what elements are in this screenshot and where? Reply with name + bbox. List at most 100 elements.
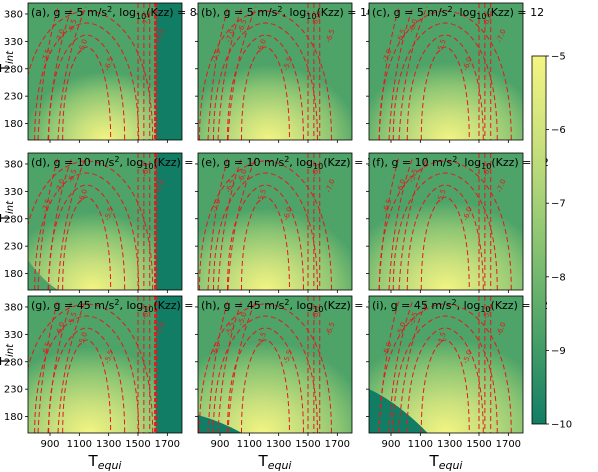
y-tick-label: 330 — [4, 187, 23, 198]
panel-frame — [27, 295, 183, 434]
contour-line — [388, 299, 414, 433]
panel-e: -7.0-6.5-6.0-5.5-6.0-6.5-7.0(e), g = 10 … — [195, 152, 381, 293]
panel-title: (a), g = 5 m/s2, log10(Kzz) = 8 — [31, 5, 197, 21]
colorbar-tick-label: −6 — [551, 125, 566, 136]
x-tick-label: 1500 — [125, 439, 150, 450]
heat-field — [198, 296, 352, 433]
panel-frame — [197, 2, 353, 141]
contour-line — [207, 156, 229, 290]
contour-line — [34, 22, 140, 140]
panel-frame — [27, 2, 183, 141]
y-tick-label: 380 — [4, 9, 23, 20]
y-tick-label: 330 — [4, 37, 23, 48]
x-tick-label: 1300 — [266, 439, 291, 450]
contour-line — [240, 196, 290, 290]
contour-line — [212, 172, 318, 290]
panel-title: (b), g = 5 m/s2, log10(Kzz) = 10 — [201, 5, 374, 21]
y-tick-label: 180 — [4, 412, 23, 423]
x-tick-label: 900 — [40, 439, 59, 450]
contour-line — [48, 34, 126, 140]
contour-line — [392, 172, 498, 290]
x-tick-label: 1500 — [295, 439, 320, 450]
x-axis-label: Tequi — [258, 452, 292, 472]
x-tick-label: 1300 — [437, 439, 462, 450]
contour-line — [388, 6, 414, 140]
contour-line — [378, 6, 400, 140]
contour-line — [37, 299, 59, 433]
x-tick-label: 1100 — [237, 439, 262, 450]
contour-line — [420, 339, 470, 433]
colorbar-gradient — [531, 55, 547, 425]
contour-line — [34, 315, 140, 433]
x-tick-label: 1700 — [496, 439, 521, 450]
contour-line — [217, 156, 243, 290]
depleted-region — [28, 260, 58, 290]
contour-line — [212, 315, 318, 433]
panel-title: (f), g = 10 m/s2, log10(Kzz) = 12 — [372, 155, 549, 171]
contour-line — [227, 299, 257, 433]
contour-line — [57, 299, 87, 433]
depleted-region — [155, 3, 182, 140]
contour-line — [217, 6, 243, 140]
panel-frame — [197, 152, 353, 291]
y-tick-label: 230 — [4, 385, 23, 396]
contour-line — [378, 299, 400, 433]
contour-line — [62, 196, 112, 290]
panel-title: (c), g = 5 m/s2, log10(Kzz) = 12 — [372, 5, 544, 21]
contour-line — [226, 34, 304, 140]
panel-frame — [368, 2, 524, 141]
contour-line — [398, 156, 428, 290]
panel-g: -6.5-6.0-5.5-5.0-5.5-6.0-7.0(g), g = 45 … — [4, 295, 204, 450]
colorbar-tick-label: −7 — [551, 199, 566, 210]
panel-d: -7.5-7.0-6.5-6.0-5.5-6.5-7.5(d), g = 10 … — [4, 152, 204, 293]
depleted-region — [369, 389, 428, 433]
heat-field — [369, 3, 523, 140]
panel-b: -7.5-7.0-6.5-6.0-5.5-6.0-6.5(b), g = 5 m… — [195, 2, 374, 143]
contour-line — [240, 46, 290, 140]
y-tick-label: 230 — [4, 92, 23, 103]
contour-line — [392, 315, 498, 433]
contour-line — [47, 299, 73, 433]
y-tick-label: 330 — [4, 330, 23, 341]
colorbar: −5 −6 −7 −8 −9 −10 — [531, 52, 572, 431]
panel-title: (h), g = 45 m/s2, log10(Kzz) = 10 — [201, 298, 381, 314]
contour-line — [227, 6, 257, 140]
heat-field — [198, 3, 352, 140]
x-tick-label: 1100 — [67, 439, 92, 450]
panel-grid: -7.5-7.0-6.5-6.0-6.5-7.0-7.5(a), g = 5 m… — [4, 2, 549, 450]
y-tick-label: 180 — [4, 269, 23, 280]
contour-line — [37, 156, 59, 290]
contour-line — [398, 299, 428, 433]
contour-line — [406, 184, 484, 290]
panel-f: -6.5-6.0-5.5-5.5-6.0-6.5-7.0(f), g = 10 … — [366, 152, 549, 293]
x-tick-label: 1300 — [96, 439, 121, 450]
colorbar-tick-label: −9 — [551, 346, 566, 357]
contour-line — [47, 156, 73, 290]
colorbar-tick-label: −10 — [551, 420, 572, 431]
contour-line — [48, 184, 126, 290]
panel-frame — [197, 295, 353, 434]
contour-line — [388, 156, 414, 290]
y-tick-label: 280 — [4, 357, 23, 368]
contour-line — [406, 327, 484, 433]
colorbar-tick-label: −5 — [551, 52, 566, 63]
panel-title: (g), g = 45 m/s2, log10(Kzz) = 8 — [31, 298, 204, 314]
contour-line — [378, 156, 400, 290]
x-axis-label: Tequi — [88, 452, 122, 472]
x-tick-label: 900 — [381, 439, 400, 450]
axis-labels: Tint Tint Tint Tequi Tequi Tequi — [0, 50, 462, 472]
colorbar-tick-label: −8 — [551, 272, 566, 283]
heat-field — [369, 153, 523, 290]
contour-line — [392, 22, 498, 140]
panel-i: -6.0-5.0-5.5-4.5-5.0-5.5-6.0(i), g = 45 … — [366, 295, 548, 450]
x-tick-label: 1100 — [408, 439, 433, 450]
contour-line — [57, 156, 87, 290]
contour-line — [420, 46, 470, 140]
heat-field — [198, 153, 352, 290]
y-tick-label: 380 — [4, 159, 23, 170]
contour-line — [48, 327, 126, 433]
contour-line — [420, 196, 470, 290]
y-tick-label: 380 — [4, 302, 23, 313]
contour-line — [212, 22, 318, 140]
